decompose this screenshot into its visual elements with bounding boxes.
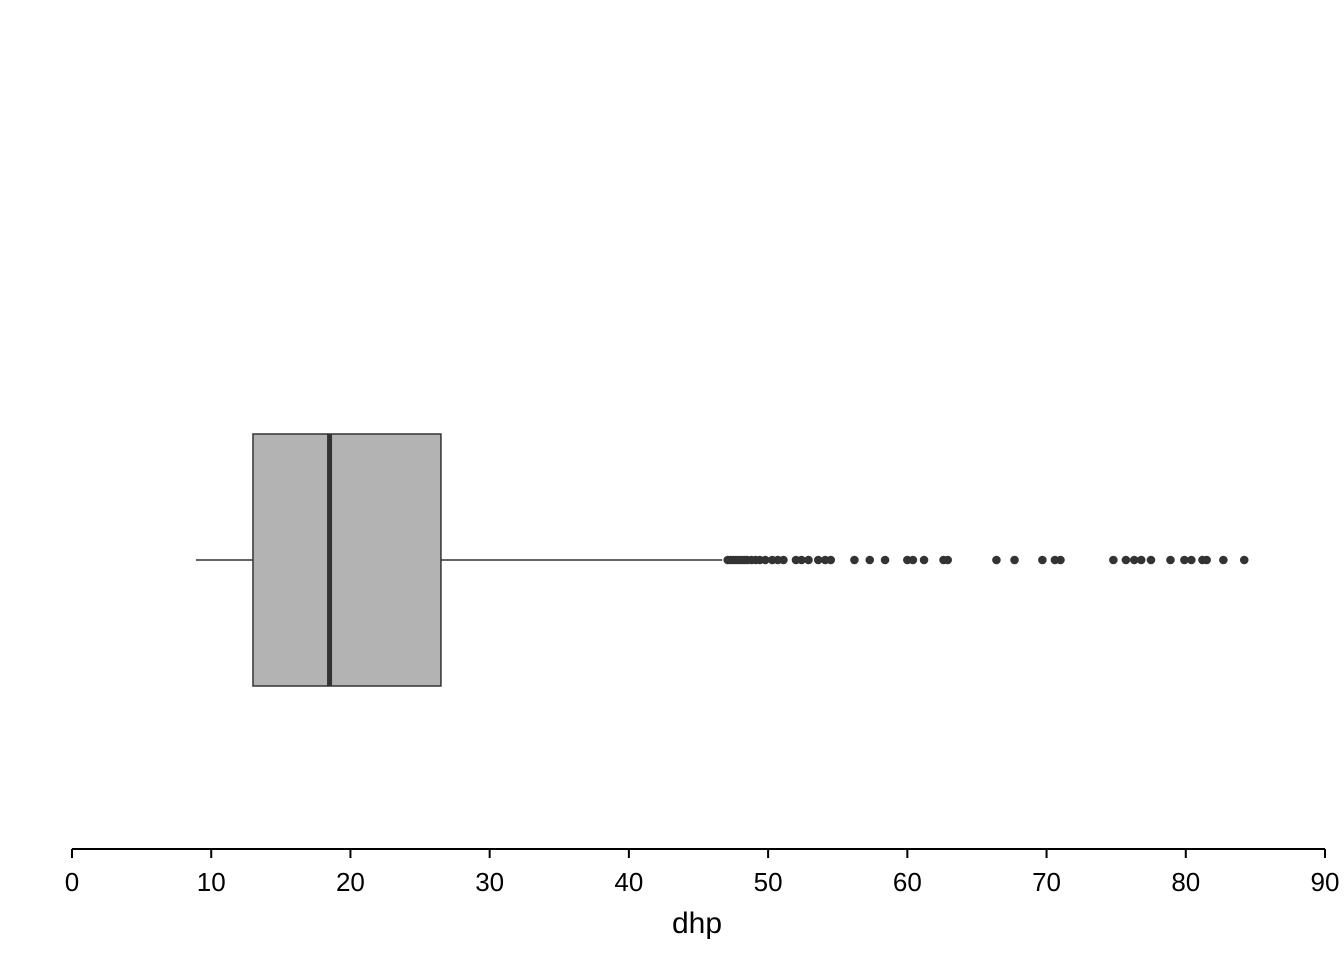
x-tick-label: 10 — [197, 867, 226, 897]
outlier-point — [1219, 555, 1228, 565]
outlier-point — [826, 555, 836, 565]
outlier-point — [850, 555, 859, 565]
x-tick-label: 50 — [754, 867, 783, 897]
iqr-box — [252, 433, 442, 687]
outlier-point — [779, 555, 788, 565]
outlier-point — [1166, 555, 1175, 565]
outlier-point — [1121, 555, 1131, 565]
outlier-point — [1038, 555, 1047, 565]
x-tick-label: 0 — [65, 867, 79, 897]
outlier-point — [880, 555, 890, 565]
outlier-point — [1202, 555, 1211, 565]
outlier-point — [1010, 555, 1019, 565]
outlier-point — [1056, 555, 1065, 565]
outlier-point — [804, 555, 813, 565]
outlier-point — [1136, 555, 1146, 565]
outlier-point — [797, 555, 806, 565]
outlier-point — [865, 555, 875, 565]
outlier-point — [992, 555, 1001, 565]
x-tick-label: 90 — [1311, 867, 1340, 897]
x-axis-label: dhp — [672, 907, 722, 940]
x-tick-label: 60 — [893, 867, 922, 897]
outlier-point — [908, 555, 918, 565]
outlier-point — [919, 555, 929, 565]
outlier-point — [1146, 555, 1156, 565]
x-tick-label: 20 — [336, 867, 365, 897]
x-tick-label: 70 — [1032, 867, 1061, 897]
x-tick-label: 80 — [1171, 867, 1200, 897]
x-tick-label: 40 — [614, 867, 643, 897]
outlier-point — [1239, 555, 1249, 565]
outlier-point — [813, 555, 823, 565]
outlier-point — [1109, 555, 1118, 565]
outlier-point — [943, 555, 953, 565]
plot-area — [195, 433, 1249, 687]
outlier-point — [1187, 555, 1196, 565]
outlier-point — [1180, 555, 1189, 565]
outlier-point — [761, 555, 770, 565]
x-tick-label: 30 — [475, 867, 504, 897]
x-axis: 0 10 20 30 40 50 60 70 80 90 — [65, 848, 1340, 897]
outlier-point — [1129, 555, 1139, 565]
